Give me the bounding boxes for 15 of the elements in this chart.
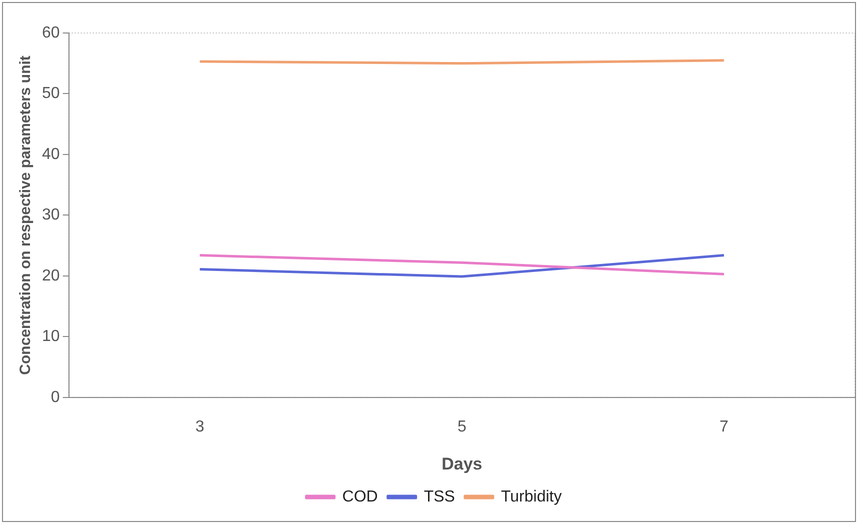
x-axis-title: Days xyxy=(442,454,482,474)
y-tick-label: 40 xyxy=(42,146,60,163)
x-tick-label: 7 xyxy=(720,418,729,436)
y-tick-label: 30 xyxy=(42,206,60,224)
y-tick-label: 60 xyxy=(42,24,60,42)
y-tick-label: 0 xyxy=(50,388,60,406)
legend-label: TSS xyxy=(424,488,455,506)
y-tick-label: 50 xyxy=(42,85,60,102)
y-tick-label: 20 xyxy=(42,267,60,284)
x-tick-label: 3 xyxy=(195,418,204,436)
y-axis-title: Concentration on respective parameters unit xyxy=(17,56,34,375)
x-tick-label: 5 xyxy=(457,418,466,436)
y-tick-label: 10 xyxy=(42,328,60,346)
legend-label: Turbidity xyxy=(500,488,562,506)
legend-label: COD xyxy=(342,488,378,506)
